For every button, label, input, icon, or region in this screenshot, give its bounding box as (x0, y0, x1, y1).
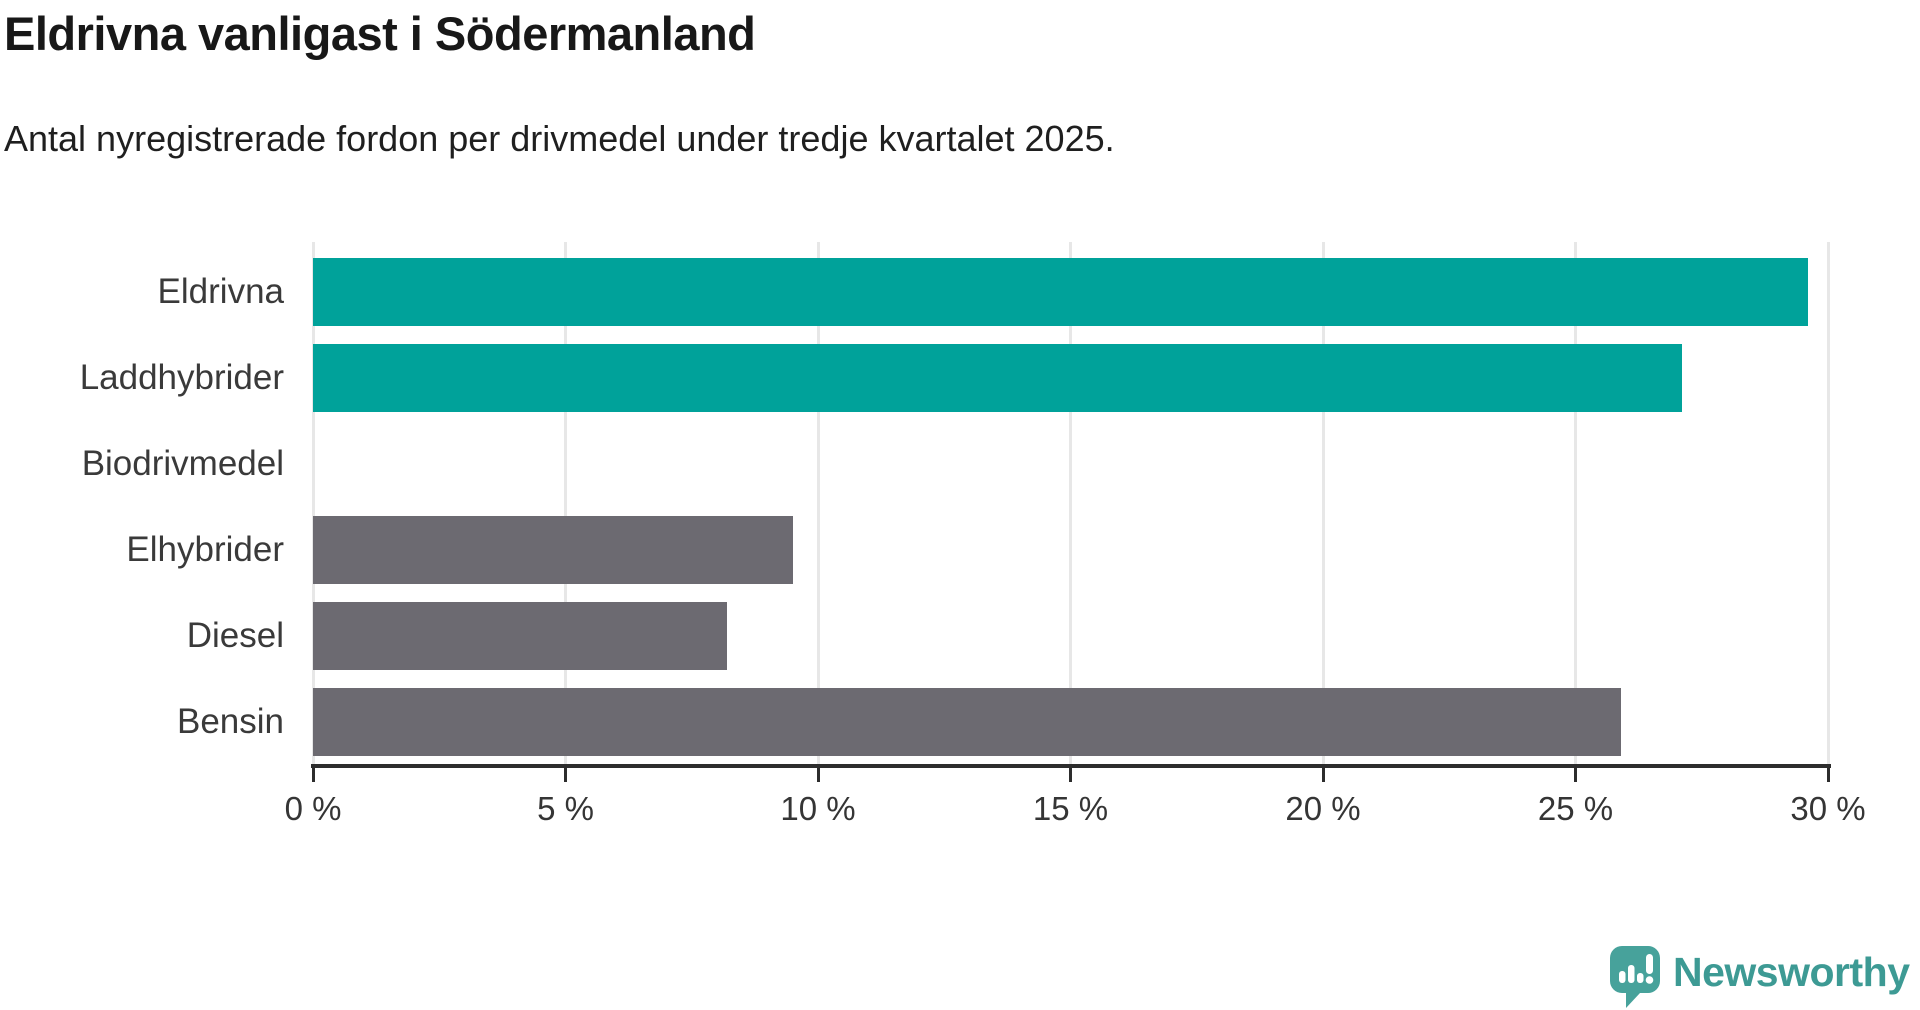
x-axis-tick (1321, 768, 1325, 782)
gridline (1826, 242, 1830, 766)
newsworthy-logo: Newsworthy (1610, 946, 1910, 1008)
x-axis-tick (564, 768, 567, 782)
chart-subtitle: Antal nyregistrerade fordon per drivmede… (4, 118, 1115, 159)
x-tick-label: 5 % (537, 790, 594, 827)
gridline (1321, 242, 1325, 766)
bar (313, 258, 1808, 326)
x-axis-line (311, 764, 1831, 768)
category-label: Diesel (186, 616, 284, 655)
newsworthy-logo-icon (1610, 946, 1660, 1008)
gridline (816, 242, 820, 766)
newsworthy-logo-text: Newsworthy (1673, 949, 1910, 995)
chart-title: Eldrivna vanligast i Södermanland (4, 7, 756, 60)
gridline (564, 242, 567, 766)
x-tick-label: 0 % (284, 790, 342, 827)
x-tick-label: 20 % (1285, 790, 1361, 827)
x-axis-tick (1826, 768, 1830, 782)
x-axis-tick (311, 768, 315, 782)
x-tick-label: 15 % (1032, 790, 1109, 827)
bar (313, 688, 1621, 756)
category-label: Laddhybrider (79, 358, 284, 397)
x-tick-label: 30 % (1790, 790, 1866, 827)
category-label: Elhybrider (126, 530, 284, 569)
bar (313, 344, 1682, 412)
x-tick-label: 25 % (1537, 790, 1614, 827)
x-tick-label: 10 % (780, 790, 856, 827)
gridline (311, 242, 315, 766)
bar (313, 602, 728, 670)
x-axis-tick (1069, 768, 1072, 782)
x-axis-tick (1574, 768, 1577, 782)
category-label: Biodrivmedel (81, 444, 284, 483)
x-axis-tick (816, 768, 820, 782)
gridline (1069, 242, 1072, 766)
category-label: Eldrivna (157, 272, 284, 311)
gridline (1574, 242, 1577, 766)
bar (313, 516, 793, 584)
category-label: Bensin (176, 702, 284, 741)
